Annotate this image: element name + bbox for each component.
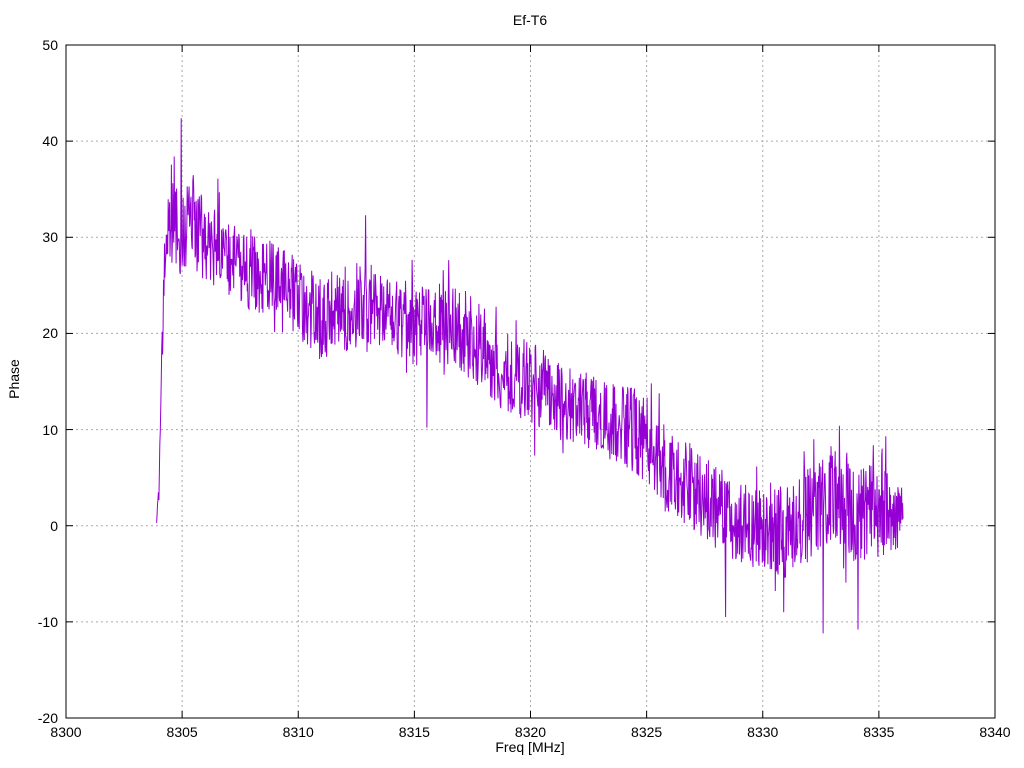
y-tick-label: -10 [37, 613, 58, 630]
y-tick-label: 10 [42, 421, 58, 438]
plot-border [65, 44, 996, 719]
x-tick-label: 8325 [631, 724, 663, 740]
x-tick-label: 8315 [398, 724, 430, 740]
x-axis-label: Freq [MHz] [495, 739, 565, 755]
x-tick-label: 8310 [282, 724, 314, 740]
y-tick-label: -20 [37, 710, 58, 726]
x-tick-label: 8300 [50, 724, 82, 740]
x-tick-label: 8305 [166, 724, 198, 740]
y-tick-label: 20 [42, 325, 58, 342]
y-tick-label: 30 [42, 229, 58, 246]
y-axis-label: Phase [6, 359, 22, 399]
chart-title: Ef-T6 [512, 12, 548, 28]
y-tick-label: 40 [42, 133, 58, 150]
x-tick-label: 8320 [514, 724, 547, 740]
phase-trace [156, 118, 904, 634]
y-tick-label: 50 [42, 37, 58, 53]
x-tick-label: 8340 [979, 724, 1011, 740]
x-tick-label: 8330 [747, 724, 779, 740]
x-tick-label: 8335 [863, 724, 895, 740]
y-tick-label: 0 [50, 517, 58, 534]
